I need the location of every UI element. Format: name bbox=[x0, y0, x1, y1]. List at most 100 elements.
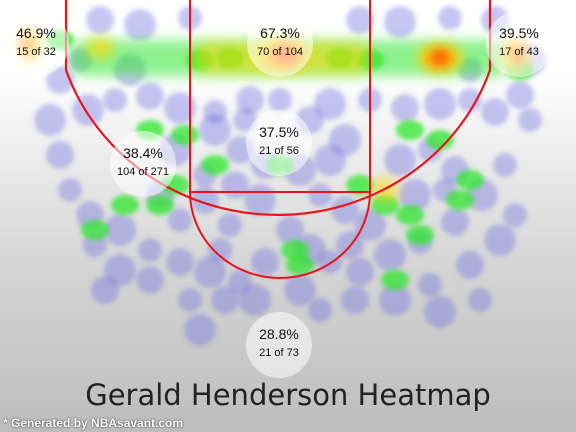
zone-right-corner-three: 39.5% 17 of 43 bbox=[486, 11, 552, 77]
heat-blob bbox=[221, 171, 249, 199]
zone-mid-range: 38.4% 104 of 271 bbox=[110, 131, 176, 197]
zone-count: 21 of 73 bbox=[259, 347, 299, 359]
zone-pct: 46.9% bbox=[16, 25, 56, 41]
heat-blob bbox=[164, 92, 196, 124]
heat-blob bbox=[314, 144, 346, 176]
zone-pct: 37.5% bbox=[259, 124, 299, 140]
heat-blob bbox=[194, 256, 226, 288]
heat-blob bbox=[438, 6, 462, 30]
heat-blob bbox=[468, 288, 492, 312]
heat-blob bbox=[341, 286, 369, 314]
zone-left-corner-three: 46.9% 15 of 32 bbox=[3, 11, 69, 77]
heat-blob bbox=[379, 284, 411, 316]
heat-blob bbox=[276, 216, 304, 244]
zone-above-break-three: 28.8% 21 of 73 bbox=[246, 312, 312, 378]
heat-blob bbox=[136, 82, 164, 110]
footer-credit: * Generated by NBAsavant.com bbox=[3, 416, 184, 430]
heat-blob bbox=[251, 248, 279, 276]
heat-blob bbox=[426, 130, 454, 150]
zone-count: 21 of 56 bbox=[259, 145, 299, 157]
heat-blob bbox=[201, 155, 229, 175]
heat-blob bbox=[314, 88, 346, 120]
heat-blob bbox=[384, 144, 416, 176]
heat-blob bbox=[424, 296, 456, 328]
heat-blob bbox=[354, 209, 386, 241]
zone-pct: 67.3% bbox=[260, 25, 300, 41]
three-point-line bbox=[64, 0, 492, 216]
heat-blob bbox=[218, 213, 242, 237]
heat-blob bbox=[244, 184, 276, 216]
heat-blob bbox=[86, 6, 114, 34]
heat-blob bbox=[239, 284, 271, 316]
heat-blob bbox=[346, 175, 374, 195]
heat-blob bbox=[236, 86, 264, 114]
chart-title: Gerald Henderson Heatmap bbox=[85, 378, 491, 412]
heat-blob bbox=[503, 203, 527, 227]
heat-blob bbox=[136, 266, 164, 294]
heat-blob bbox=[286, 255, 314, 275]
heat-blob bbox=[308, 298, 332, 322]
zone-count: 15 of 32 bbox=[16, 46, 56, 58]
zone-pct: 39.5% bbox=[499, 25, 539, 41]
heat-blob bbox=[399, 179, 431, 211]
heat-hotspot bbox=[429, 50, 451, 66]
heat-blob bbox=[493, 153, 517, 177]
heat-blob bbox=[308, 183, 332, 207]
heat-blob bbox=[396, 205, 424, 225]
zone-restricted-area: 67.3% 70 of 104 bbox=[247, 11, 313, 77]
heat-blob bbox=[171, 125, 199, 145]
heat-blob bbox=[46, 141, 74, 169]
heat-blob bbox=[146, 195, 174, 215]
heat-blob bbox=[178, 288, 202, 312]
heat-blob bbox=[484, 224, 516, 256]
heat-blob bbox=[111, 195, 139, 215]
zone-count: 70 of 104 bbox=[257, 46, 303, 58]
heat-blob bbox=[346, 6, 374, 34]
zone-paint: 37.5% 21 of 56 bbox=[246, 110, 312, 176]
heat-blob bbox=[72, 94, 104, 126]
heat-blob bbox=[168, 208, 192, 232]
heat-blob bbox=[166, 248, 194, 276]
free-throw-arc bbox=[189, 191, 371, 279]
heat-blob bbox=[446, 190, 474, 210]
heat-blob bbox=[396, 120, 424, 140]
heat-blob bbox=[406, 225, 434, 245]
heat-blob bbox=[34, 104, 66, 136]
heat-blob bbox=[441, 208, 469, 236]
zone-count: 17 of 43 bbox=[499, 46, 539, 58]
heat-blob bbox=[281, 240, 309, 260]
zone-count: 104 of 271 bbox=[117, 166, 169, 178]
heat-blob bbox=[208, 238, 232, 262]
heat-blob bbox=[424, 88, 456, 120]
heat-blob bbox=[103, 88, 127, 112]
heat-layer bbox=[18, 6, 546, 346]
heat-blob bbox=[138, 238, 162, 262]
zone-pct: 38.4% bbox=[123, 145, 163, 161]
heat-blob bbox=[518, 108, 542, 132]
heat-blob bbox=[199, 114, 231, 146]
heat-blob bbox=[458, 88, 482, 112]
heat-blob bbox=[506, 81, 534, 109]
heat-blob bbox=[331, 196, 359, 224]
court-lines bbox=[64, 0, 492, 279]
heat-blob bbox=[381, 270, 409, 290]
heat-blob bbox=[211, 286, 239, 314]
heat-blob bbox=[284, 274, 316, 306]
heat-blob bbox=[456, 251, 484, 279]
heat-blob bbox=[91, 276, 119, 304]
heat-blob bbox=[124, 9, 156, 41]
heat-blob bbox=[346, 258, 374, 286]
heat-blob bbox=[374, 239, 406, 271]
heat-blob bbox=[418, 273, 442, 297]
heat-hotspot bbox=[86, 38, 114, 58]
paint-box bbox=[189, 0, 371, 193]
zone-pct: 28.8% bbox=[259, 326, 299, 342]
heat-blob bbox=[104, 214, 136, 246]
heat-blob bbox=[384, 6, 416, 38]
heat-blob bbox=[481, 98, 509, 126]
heat-blob bbox=[58, 178, 82, 202]
heat-blob bbox=[184, 314, 216, 346]
heat-blob bbox=[268, 88, 292, 112]
